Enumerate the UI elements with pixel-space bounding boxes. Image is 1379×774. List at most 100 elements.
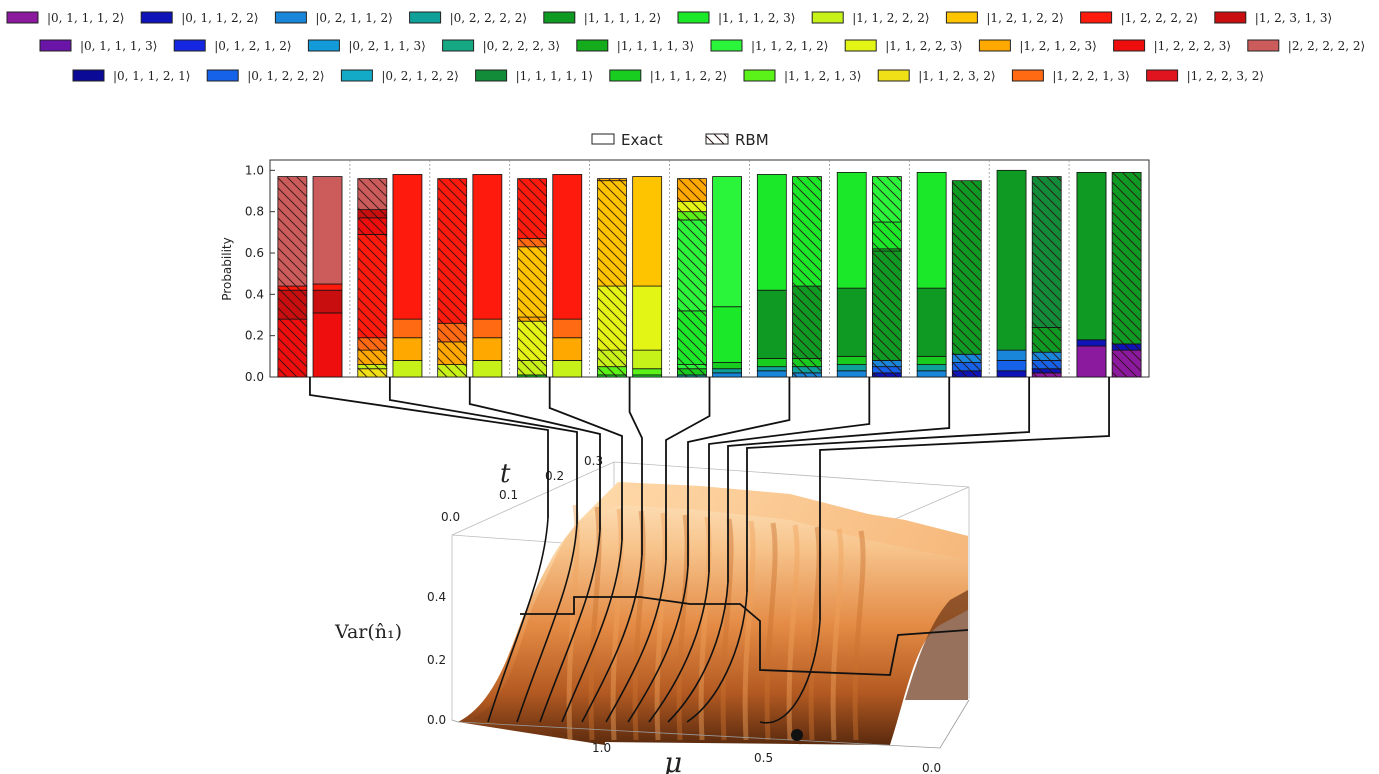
y-tick-label: 0.0 — [245, 370, 264, 384]
bar-hatch-s0_2_1_1_2 — [1032, 352, 1062, 361]
bar-segment-s1_2_1_2_3 — [552, 337, 583, 361]
bar-segment-s1_1_2_1_3 — [632, 368, 663, 376]
bar-hatch-s1_2_1_2_3 — [517, 317, 547, 322]
bar-0-rbm — [277, 176, 308, 378]
bar-3-exact — [392, 174, 423, 378]
legend-swatch-1-3 — [442, 39, 475, 52]
bar-segment-s1_2_2_2_2 — [392, 174, 423, 320]
legend-exact-swatch — [591, 133, 615, 145]
bar-hatch-s1_1_2_2_2 — [597, 350, 627, 367]
bar-hatch-s1_1_1_2_3 — [597, 374, 627, 377]
bar-segment-s1_1_2_2_2 — [552, 360, 583, 378]
mu-tick-2: 0.0 — [922, 761, 941, 774]
legend-swatch-1-5 — [710, 39, 743, 52]
bar-segment-s1_2_2_2_2 — [472, 174, 503, 320]
bar-hatch-s1_1_2_1_3 — [597, 366, 627, 375]
bar-hatch-s1_1_1_1_2 — [872, 250, 902, 361]
bar-segment-s1_1_1_2_2 — [756, 357, 787, 368]
surface-line-4 — [581, 554, 643, 723]
bar-hatch-s1_2_2_2_3 — [277, 319, 307, 377]
bar-hatch-s0_1_1_1_2 — [1032, 372, 1062, 377]
legend-label-0-7: |1, 2, 1, 2, 2⟩ — [986, 11, 1063, 25]
bar-hatch-s0_1_1_1_2 — [1112, 350, 1142, 377]
bar-18-exact — [996, 169, 1027, 378]
bar-segment-s0_1_1_2_2 — [996, 370, 1027, 378]
legend-swatch-0-2 — [274, 11, 307, 24]
surface-marker-dot — [791, 729, 803, 741]
bar-hatch-s1_1_1_2_2 — [792, 358, 822, 367]
bar-segment-s0_2_2_2_2 — [916, 364, 947, 372]
legend-label-0-0: |0, 1, 1, 1, 2⟩ — [47, 11, 124, 25]
legend-label-0-8: |1, 2, 2, 2, 2⟩ — [1121, 11, 1198, 25]
bar-13-rbm — [792, 176, 822, 378]
bar-segment-s1_2_2_2_3 — [312, 312, 343, 378]
bar-14-exact — [836, 171, 867, 378]
connector-line-0 — [309, 377, 549, 518]
bar-segment-s1_2_1_2_3 — [392, 337, 423, 361]
bar-hatch-s1_2_1_2_3 — [597, 178, 627, 181]
bar-segment-s1_1_1_2_3 — [712, 306, 742, 363]
legend-swatch-2-0 — [72, 69, 105, 82]
bar-19-rbm — [1031, 176, 1062, 378]
bar-segment-s0_2_1_1_2 — [836, 370, 867, 378]
bar-segment-s1_2_2_2_2 — [312, 283, 343, 291]
bar-hatch-s1_2_2_1_3 — [437, 323, 467, 342]
bar-type-legend: Exact RBM — [591, 131, 769, 149]
legend-label-0-2: |0, 2, 1, 1, 2⟩ — [315, 11, 392, 25]
bar-hatch-s1_1_2_2_3 — [517, 321, 547, 361]
legend-swatch-1-0 — [39, 39, 72, 52]
group-separators — [349, 160, 1070, 377]
bar-hatch-s1_1_2_1_2 — [872, 176, 902, 222]
bar-hatch-s0_2_1_1_2 — [792, 372, 822, 377]
bar-hatch-s1_1_1_1_2 — [1032, 327, 1062, 353]
bar-2-rbm — [357, 178, 388, 378]
legend-swatch-0-1 — [140, 11, 173, 24]
surface-line-10 — [759, 619, 821, 724]
connector-line-4 — [628, 377, 643, 555]
legend-label-1-1: |0, 1, 2, 1, 2⟩ — [214, 39, 291, 53]
bar-hatch-s1_2_1_2_3 — [437, 341, 467, 365]
bar-hatch-s1_1_1_1_2 — [952, 180, 982, 355]
legend-label-1-2: |0, 2, 1, 1, 3⟩ — [348, 39, 425, 53]
bar-to-surface-connectors — [309, 377, 1110, 724]
surface-box-front — [451, 699, 970, 749]
bar-segment-s0_2_1_1_2 — [916, 370, 947, 378]
legend-label-0-3: |0, 2, 2, 2, 2⟩ — [450, 11, 527, 25]
connector-line-9 — [746, 377, 1031, 592]
connector-line-3 — [548, 377, 623, 540]
legend-swatch-1-2 — [307, 39, 340, 52]
bar-series — [277, 169, 1142, 378]
legend-label-1-9: |2, 2, 2, 2, 2⟩ — [1288, 39, 1365, 53]
bar-segment-s1_2_2_2_2 — [552, 174, 583, 320]
bar-11-exact — [712, 176, 742, 378]
legend-swatch-0-5 — [677, 11, 710, 24]
y-tick-label: 0.8 — [245, 205, 264, 219]
y-tick-label: 0.4 — [245, 287, 264, 301]
bar-hatch-s1_1_1_2_3 — [872, 222, 902, 249]
bar-hatch-s1_1_2_2_2 — [357, 364, 387, 369]
legend-swatch-1-1 — [173, 39, 206, 52]
bar-4-rbm — [437, 178, 468, 378]
t-axis-label: t — [500, 459, 511, 489]
bar-hatch-s1_2_2_2_2 — [357, 234, 387, 338]
legend-label-1-0: |0, 1, 1, 1, 3⟩ — [80, 39, 157, 53]
legend-swatch-2-2 — [340, 69, 373, 82]
bar-16-exact — [916, 171, 947, 378]
bar-segment-s0_2_2_2_2 — [756, 366, 787, 372]
surface-ridge — [808, 526, 822, 741]
bar-7-exact — [552, 174, 583, 378]
surface-line-8 — [667, 581, 729, 723]
surface-line-9 — [686, 591, 748, 723]
bar-hatch-s1_1_1_2_2 — [517, 374, 547, 377]
legend-swatch-1-8 — [1113, 39, 1146, 52]
legend-swatch-0-8 — [1080, 11, 1113, 24]
bar-hatch-s0_1_1_2_2 — [1112, 343, 1142, 351]
bar-segment-s1_2_2_1_3 — [472, 318, 503, 339]
bar-hatch-s1_1_2_1_3 — [677, 211, 707, 220]
bar-hatch-s1_1_1_1_2 — [792, 286, 822, 359]
surface-ridge — [764, 522, 778, 741]
surface-right-cliff — [905, 590, 968, 700]
legend-label-1-5: |1, 1, 2, 1, 2⟩ — [751, 39, 828, 53]
legend-swatch-2-6 — [877, 69, 910, 82]
